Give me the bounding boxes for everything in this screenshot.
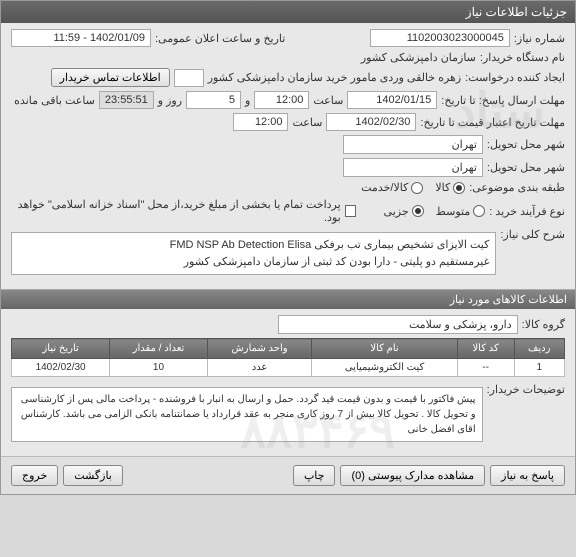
attachments-button[interactable]: مشاهده مدارک پیوستی (0) bbox=[340, 465, 485, 486]
category-radio-group: کالا کالا/خدمت bbox=[361, 181, 465, 194]
category-goods-option[interactable]: کالا bbox=[435, 181, 465, 194]
deadline-date-field: 1402/01/15 bbox=[347, 91, 437, 109]
cell-qty: 10 bbox=[110, 359, 208, 377]
purchase-small-label: جزیی bbox=[384, 205, 409, 218]
category-service-label: کالا/خدمت bbox=[361, 181, 408, 194]
need-desc-box: کیت الایزای تشخیص بیماری تب برفکی FMD NS… bbox=[11, 232, 496, 275]
need-number-field: 1102003023000045 bbox=[370, 29, 510, 47]
form-top: شماره نیاز: 1102003023000045 تاریخ و ساع… bbox=[1, 23, 575, 289]
th-date: تاریخ نیاز bbox=[12, 339, 110, 359]
remaining-label: ساعت باقی مانده bbox=[14, 94, 95, 107]
remaining-time-field: 23:55:51 bbox=[99, 91, 154, 109]
need-number-label: شماره نیاز: bbox=[514, 32, 565, 45]
payment-checkbox[interactable] bbox=[345, 205, 357, 217]
cell-unit: عدد bbox=[207, 359, 312, 377]
category-service-option[interactable]: کالا/خدمت bbox=[361, 181, 423, 194]
buyer-notes-box: پیش فاکتور با قیمت و بدون قیمت قید گردد.… bbox=[11, 387, 483, 442]
creator-label: ایجاد کننده درخواست: bbox=[465, 71, 565, 84]
radio-icon bbox=[411, 182, 423, 194]
cell-row: 1 bbox=[514, 359, 565, 377]
th-code: کد کالا bbox=[457, 339, 514, 359]
radio-icon bbox=[412, 205, 424, 217]
time-label-1: ساعت bbox=[313, 94, 343, 107]
th-row: ردیف bbox=[514, 339, 565, 359]
time-label-2: ساعت bbox=[292, 116, 322, 129]
th-qty: تعداد / مقدار bbox=[110, 339, 208, 359]
radio-icon bbox=[453, 182, 465, 194]
deadline-time-field: 12:00 bbox=[254, 91, 309, 109]
validity-time-field: 12:00 bbox=[233, 113, 288, 131]
purchase-radio-group: متوسط جزیی bbox=[384, 205, 486, 218]
category-label: طبقه بندی موضوعی: bbox=[469, 181, 565, 194]
announce-label: تاریخ و ساعت اعلان عمومی: bbox=[155, 32, 285, 45]
delivery-addr-label: شهر محل تحویل: bbox=[487, 161, 565, 174]
reply-button[interactable]: پاسخ به نیاز bbox=[490, 465, 565, 486]
need-desc-label: شرح کلی نیاز: bbox=[500, 228, 565, 241]
buyer-notes-label: توضیحات خریدار: bbox=[487, 383, 565, 396]
contact-button[interactable]: اطلاعات تماس خریدار bbox=[51, 68, 170, 87]
delivery-city-field: تهران bbox=[343, 135, 483, 154]
days-label: روز و bbox=[158, 94, 182, 107]
deadline-label: مهلت ارسال پاسخ: تا تاریخ: bbox=[441, 94, 565, 107]
purchase-small-option[interactable]: جزیی bbox=[384, 205, 424, 218]
radio-icon bbox=[473, 205, 485, 217]
purchase-avg-label: متوسط bbox=[436, 205, 471, 218]
exit-button[interactable]: خروج bbox=[11, 465, 58, 486]
window-title: جزئیات اطلاعات نیاز bbox=[466, 5, 567, 19]
main-window: جزئیات اطلاعات نیاز ستاد ۸۸۳۴۶۹ شماره نی… bbox=[0, 0, 576, 495]
payment-note: پرداخت تمام یا بخشی از مبلغ خرید،از محل … bbox=[11, 198, 341, 224]
items-section-header: اطلاعات کالاهای مورد نیاز bbox=[1, 289, 575, 309]
need-desc-line1: کیت الایزای تشخیص بیماری تب برفکی FMD NS… bbox=[18, 237, 489, 254]
creator-extra-field bbox=[174, 69, 204, 87]
announce-field: 1402/01/09 - 11:59 bbox=[11, 29, 151, 47]
footer-bar: پاسخ به نیاز مشاهده مدارک پیوستی (0) چاپ… bbox=[1, 456, 575, 494]
buyer-org-value: سازمان دامپزشکی کشور bbox=[361, 51, 476, 64]
validity-label: مهلت تاریخ اعتبار قیمت تا تاریخ: bbox=[420, 116, 565, 129]
cell-code: -- bbox=[457, 359, 514, 377]
group-field: دارو، پزشکی و سلامت bbox=[278, 315, 518, 334]
creator-value: زهره خالقی وردی مامور خرید سازمان دامپزش… bbox=[208, 71, 461, 84]
cell-date: 1402/02/30 bbox=[12, 359, 110, 377]
group-label: گروه کالا: bbox=[522, 318, 565, 331]
delivery-addr-field: تهران bbox=[343, 158, 483, 177]
need-desc-line2: غیرمستقیم دو پلیتی - دارا بودن کد ثبتی ا… bbox=[18, 254, 489, 271]
purchase-type-label: نوع فرآیند خرید : bbox=[489, 205, 565, 218]
purchase-avg-option[interactable]: متوسط bbox=[436, 205, 486, 218]
th-name: نام کالا bbox=[312, 339, 457, 359]
buyer-org-label: نام دستگاه خریدار: bbox=[480, 51, 565, 64]
back-button[interactable]: بازگشت bbox=[63, 465, 123, 486]
days-field: 5 bbox=[186, 91, 241, 109]
th-unit: واحد شمارش bbox=[207, 339, 312, 359]
window-titlebar: جزئیات اطلاعات نیاز bbox=[1, 1, 575, 23]
table-row[interactable]: 1 -- کیت الکتروشیمیایی عدد 10 1402/02/30 bbox=[12, 359, 565, 377]
cell-name: کیت الکتروشیمیایی bbox=[312, 359, 457, 377]
print-button[interactable]: چاپ bbox=[293, 465, 336, 486]
and-label: و bbox=[245, 94, 250, 107]
items-table: ردیف کد کالا نام کالا واحد شمارش تعداد /… bbox=[11, 338, 565, 377]
delivery-city-label: شهر محل تحویل: bbox=[487, 138, 565, 151]
validity-date-field: 1402/02/30 bbox=[326, 113, 416, 131]
category-goods-label: کالا bbox=[435, 181, 450, 194]
